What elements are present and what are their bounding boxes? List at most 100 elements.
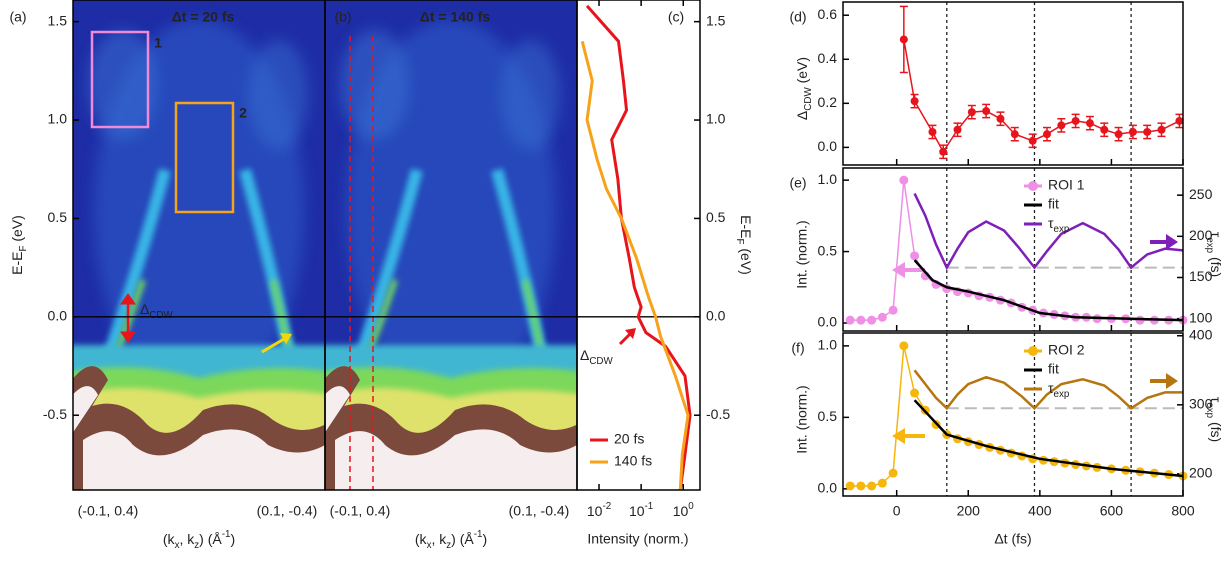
marker <box>910 251 920 261</box>
marker <box>1114 130 1123 139</box>
y-tick-label: 0.0 <box>48 308 68 324</box>
y-tick-label: 1.5 <box>706 12 726 28</box>
marker <box>888 305 898 315</box>
marker <box>910 388 920 398</box>
x-axis-label: Δt (fs) <box>994 531 1031 547</box>
profile-line <box>585 4 692 491</box>
roi-box <box>174 101 235 214</box>
x-tick-label: 10-2 <box>587 501 611 519</box>
marker <box>982 107 991 116</box>
panel-frame <box>842 167 1184 332</box>
gap-arrow <box>120 293 136 343</box>
y-axis-label: Int. (norm.) <box>794 220 810 288</box>
y2-tick-label: 300 <box>1189 396 1213 412</box>
y2-tick-label: 150 <box>1189 268 1213 284</box>
y-tick-label: 1.0 <box>818 337 838 353</box>
y-tick-label: 0.5 <box>48 209 68 225</box>
y-tick-label: 1.0 <box>48 111 68 127</box>
legend-label: fit <box>1048 361 1059 377</box>
legend-label: 20 fs <box>614 431 644 447</box>
y-tick-label: 0.0 <box>818 314 838 330</box>
roi-box <box>90 30 150 129</box>
series-line <box>913 259 1184 322</box>
x-tick-label: 600 <box>1100 503 1124 519</box>
marker <box>928 127 937 136</box>
marker <box>1043 130 1051 139</box>
marker <box>899 175 909 185</box>
y2-axis-label: τexp (fs) <box>1204 397 1224 442</box>
series-line <box>913 192 1184 271</box>
marker <box>856 481 866 491</box>
y-tick-label: 0.0 <box>818 138 838 154</box>
y-tick-label: -0.5 <box>706 406 730 422</box>
y2-axis-label: τexp (fs) <box>1204 232 1224 277</box>
marker <box>910 97 919 106</box>
x-tick-label: 0 <box>893 503 901 519</box>
panel-tag: (e) <box>789 175 806 191</box>
marker <box>899 35 908 44</box>
y2-tick-label: 400 <box>1189 326 1213 342</box>
x-tick-label: 200 <box>957 503 981 519</box>
marker <box>939 147 948 156</box>
y-tick-label: 0.5 <box>818 242 838 258</box>
y-tick-label: 1.0 <box>818 171 838 187</box>
y-tick-label: 0.0 <box>706 308 726 324</box>
panel-frame <box>842 332 1184 497</box>
marker <box>1057 121 1066 130</box>
gap-label: ΔCDW <box>140 301 174 321</box>
marker <box>1085 119 1094 128</box>
gap-label: ΔCDW <box>580 347 614 367</box>
marker <box>845 315 855 325</box>
roi-label: 2 <box>239 105 247 121</box>
series-line <box>850 180 1183 321</box>
x-tick-label: 400 <box>1028 503 1052 519</box>
y-tick-label: 0.2 <box>818 94 838 110</box>
x-tick-label: (0.1, -0.4) <box>509 503 570 519</box>
y-axis-label: E-EF (eV) <box>9 215 29 275</box>
x-tick-label: (-0.1, 0.4) <box>78 503 139 519</box>
marker <box>1157 125 1166 134</box>
roi-label: 1 <box>154 35 162 51</box>
legend-label: fit <box>1048 196 1059 212</box>
y2-tick-label: 200 <box>1189 465 1213 481</box>
panel-tag: (f) <box>791 340 804 356</box>
x-tick-label: (-0.1, 0.4) <box>330 503 391 519</box>
marker <box>1128 127 1137 136</box>
legend-marker <box>1028 181 1038 191</box>
legend-label: ROI 2 <box>1048 342 1085 358</box>
y-axis-label: Int. (norm.) <box>794 385 810 453</box>
marker <box>1010 130 1019 139</box>
arpes-image <box>63 0 335 505</box>
yellow-arrow <box>261 333 292 354</box>
marker <box>877 312 887 322</box>
panel-tag: (b) <box>334 9 351 25</box>
panel-tag: (c) <box>668 9 684 25</box>
marker <box>1143 127 1152 136</box>
y-tick-label: 0.4 <box>818 50 838 66</box>
profile-bg <box>577 0 700 490</box>
gap-arrow-c <box>618 328 636 346</box>
series-line <box>850 345 1184 487</box>
y-tick-label: 0.0 <box>818 480 838 496</box>
legend-label: ROI 1 <box>1048 177 1085 193</box>
marker <box>856 315 866 325</box>
marker <box>877 478 887 488</box>
x-axis-label: (kx, kz) (Å-1) <box>415 529 487 551</box>
y-tick-label: -0.5 <box>43 406 67 422</box>
panel-frame <box>576 0 701 491</box>
x-tick-label: 800 <box>1171 503 1195 519</box>
y-axis-label: ΔCDW (eV) <box>794 57 814 120</box>
legend-marker <box>1028 346 1038 356</box>
y-tick-label: 0.5 <box>818 408 838 424</box>
x-tick-label: 10-1 <box>629 501 653 519</box>
y-tick-label: 0.5 <box>706 209 726 225</box>
marker <box>1071 116 1080 125</box>
x-axis-label: Intensity (norm.) <box>587 531 688 547</box>
y-tick-label: 1.5 <box>48 12 68 28</box>
legend-label: 140 fs <box>614 453 652 469</box>
panel-frame <box>842 1 1184 166</box>
marker <box>867 481 877 491</box>
marker <box>1028 136 1037 145</box>
marker <box>888 468 898 478</box>
